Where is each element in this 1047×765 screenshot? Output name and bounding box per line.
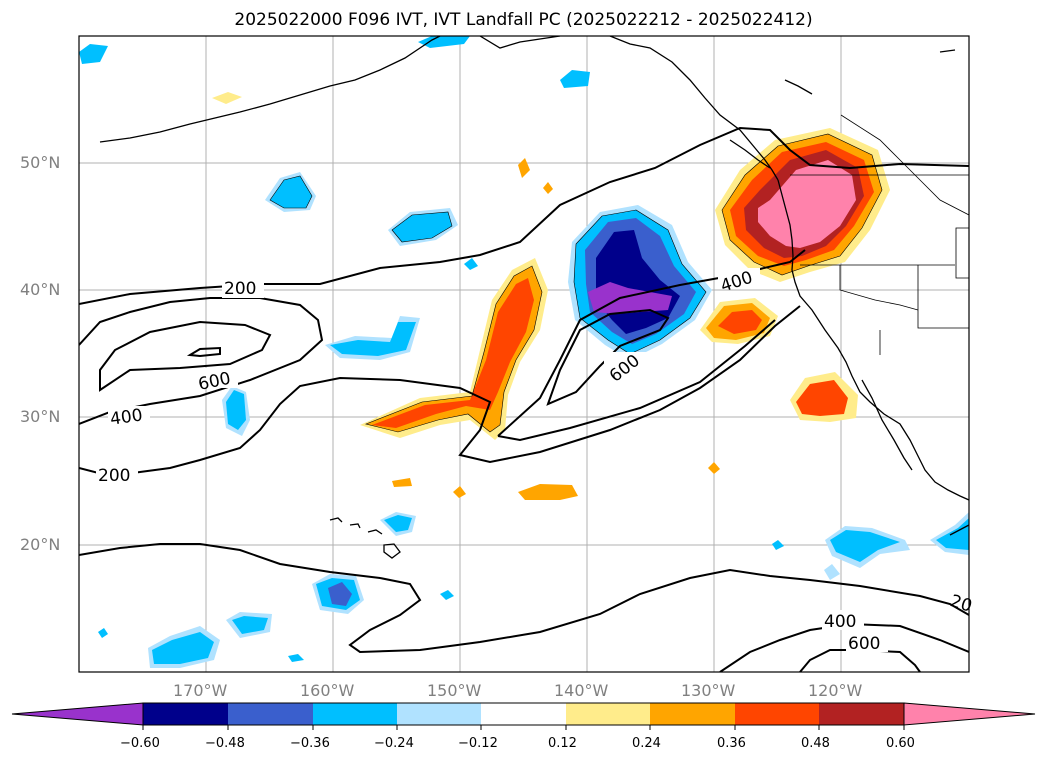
shade-neg-c2 [330,322,416,356]
coastlines [99,36,969,559]
shade-neg-m [560,70,590,88]
contour-label: 600 [848,634,880,654]
colorbar-tick-label: 0.24 [632,736,661,751]
lat-label: 40°N [20,280,61,299]
shade-plume-red [372,278,534,428]
shade-neg-r [772,540,784,550]
shade-neg-i2 [830,530,900,562]
shade-neg-a2 [270,176,312,208]
colorbar-tick-label: −0.24 [374,736,414,751]
map-title: 2025022000 F096 IVT, IVT Landfall PC (20… [234,10,813,30]
lon-label: 160°W [300,681,355,700]
colorbar [11,702,1036,730]
shade-small-5 [453,486,466,498]
map-plot-area [79,36,969,672]
shade-small-6 [708,462,720,474]
colorbar-box-1 [143,703,228,725]
shade-neg-o [98,628,108,638]
shade-neg-p [288,654,304,662]
colorbar-box-2 [228,703,313,725]
colorbar-box-8 [735,703,819,725]
contour-label: 400 [824,612,856,632]
colorbar-box-5 [481,703,566,725]
lat-label: 20°N [20,535,61,554]
colorbar-extend-right [903,702,1036,726]
shade-small-3 [518,158,530,178]
map-frame [78,35,970,673]
colorbar-tick-label: 0.12 [548,736,577,751]
colorbar-box-6 [566,703,650,725]
colorbar-box-9 [819,703,904,725]
shade-neg-e3 [328,582,352,606]
colorbar-frame [142,702,905,726]
negative-shading [79,36,969,668]
shade-neg-s [824,564,840,580]
shade-ca-offshore-red [718,310,762,334]
colorbar-tick-label: −0.60 [120,736,160,751]
colorbar-tick-label: −0.36 [290,736,330,751]
contour-label: 200 [98,466,130,486]
positive-shading [212,92,890,500]
lon-label: 140°W [554,681,609,700]
shade-pnw-pink [758,160,856,248]
lon-label: 130°W [681,681,736,700]
lat-label: 30°N [20,407,61,426]
shade-outlines [269,133,883,433]
shade-small-2 [212,92,242,104]
colorbar-tick-label: −0.12 [458,736,498,751]
shade-neg-b2 [392,212,452,242]
shade-baja-red [796,380,848,416]
ivt-contours [79,126,969,672]
lon-label: 170°W [173,681,228,700]
shade-neg-h2 [152,632,214,664]
colorbar-tick-label: 0.36 [717,736,746,751]
colorbar-tick-label: 0.48 [801,736,830,751]
contour-label: 20 [948,591,975,617]
borders [790,114,969,355]
colorbar-box-3 [313,703,397,725]
shade-neg-purple [588,282,672,314]
colorbar-box-7 [650,703,735,725]
shade-small-4 [392,478,412,487]
colorbar-tick-label: 0.60 [886,736,915,751]
shade-neg-d2 [226,390,246,430]
shade-small-1 [518,484,578,500]
shade-neg-f2 [384,515,412,532]
lat-label: 50°N [20,153,61,172]
shade-neg-g2 [232,616,268,634]
colorbar-box-4 [397,703,481,725]
shade-neg-q [440,590,454,600]
shade-neg-k [79,44,108,64]
contour-label: 200 [224,279,256,299]
shade-neg-l [418,36,470,48]
lon-label: 120°W [808,681,863,700]
colorbar-tick-label: −0.48 [205,736,245,751]
shade-neg-n [464,258,478,270]
shade-small-7 [543,182,553,194]
colorbar-extend-left [11,702,144,726]
lon-label: 150°W [427,681,482,700]
contour-label: 400 [109,405,144,429]
